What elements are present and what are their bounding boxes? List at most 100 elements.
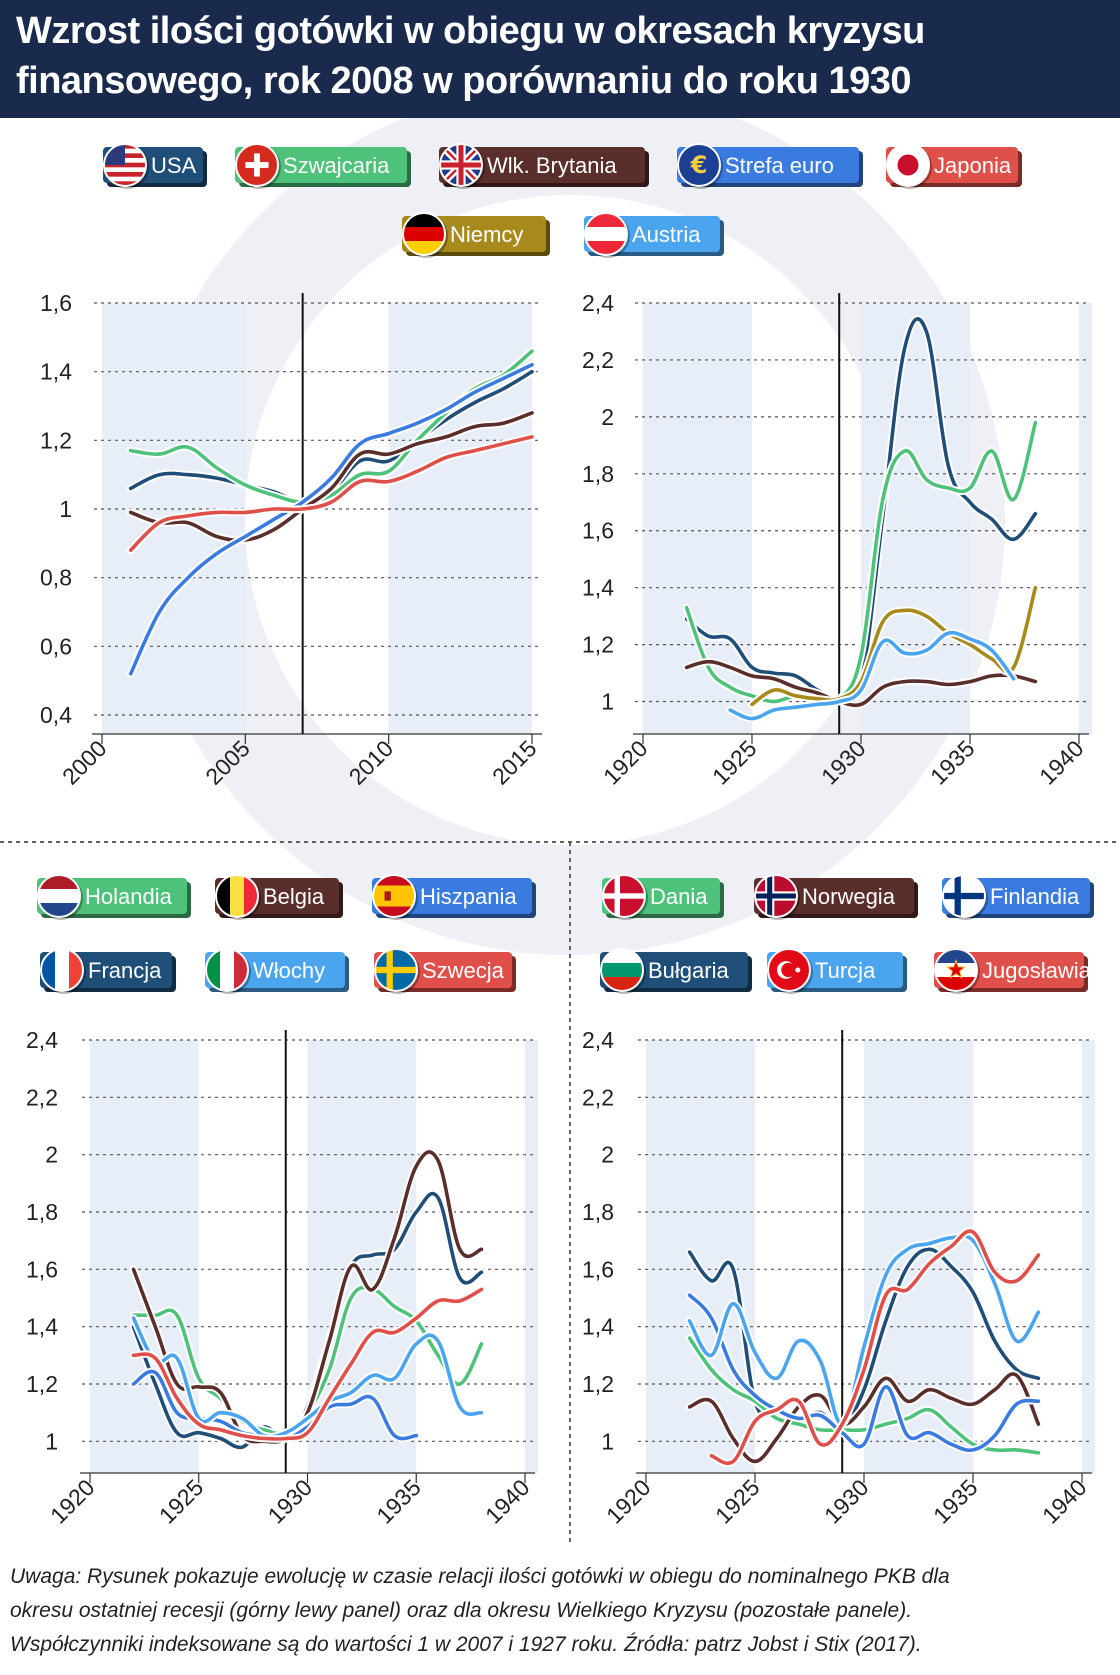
y-tick-label: 1,4 [40,359,72,385]
x-tick-label: 1920 [45,1474,100,1529]
x-tick-label: 1940 [480,1474,535,1529]
flag-sweden-icon [375,949,417,991]
legend-label: Finlandia [990,884,1080,909]
legend-item-szwajcaria: Szwajcaria [235,143,411,189]
series-szwecja [129,1285,486,1443]
y-tick-label: 1,2 [582,632,614,658]
legend-label: Belgia [263,884,325,909]
x-tick-label: 1925 [707,735,762,790]
legend-item-swatch [677,147,859,183]
flag-usa-icon [104,144,146,186]
legend-item-norwegia: Norwegia [754,874,918,920]
flag-finland-icon [943,875,985,917]
shaded-band-2 [525,1040,539,1473]
series-jugoslawia [707,1227,1043,1467]
footnote-line-2: okresu ostatniej recesji (górny lewy pan… [10,1599,913,1622]
series-line [131,1316,484,1439]
y-tick-label: 0,4 [40,702,72,728]
charts-canvas: USA Szwajcaria Wlk. Brytania € Strefa euro Ja… [0,118,1120,1545]
legend-label: Austria [632,222,701,247]
flag-uk-icon [440,144,482,186]
series-line [128,363,534,676]
legend-label: Wlk. Brytania [487,153,617,178]
legend-panel-bottom-left: Holandia Belgia Hiszpania Francja Włochy Szwe… [37,874,536,994]
x-tick-label: 1940 [1037,1474,1092,1529]
flag-norway-icon [755,875,797,917]
footnote-line-3: Współczynniki indeksowane są do wartości… [10,1633,922,1656]
y-tick-label: 2,2 [26,1084,58,1110]
y-tick-label: 1,6 [40,290,72,316]
series-line [750,585,1038,707]
y-tick-label: 2 [601,404,614,430]
y-tick-label: 1,8 [582,1199,614,1225]
legend-item-hiszpania: Hiszpania [372,874,536,920]
legend-label: Niemcy [450,222,523,247]
x-tick-label: 1920 [601,1474,656,1529]
series-japonia [126,433,536,554]
series-line [709,1229,1041,1466]
legend-item-bulgaria: Bułgaria [600,948,752,994]
legend-label: Szwajcaria [283,153,390,178]
y-tick-label: 2,2 [582,347,614,373]
legend-item-niemcy: Niemcy [402,212,550,258]
flag-spain-icon [373,875,415,917]
legend-item-holandia: Holandia [37,874,191,920]
series-line [684,420,1038,704]
series-strefa-euro [126,361,536,678]
y-tick-label: 2,4 [26,1027,58,1053]
legend-label: Japonia [934,153,1012,178]
y-tick-label: 2,4 [582,290,614,316]
series-line [131,1287,484,1441]
legend-item-strefa-euro: € Strefa euro [677,143,863,189]
legend-label: Turcja [815,958,876,983]
series-line [687,1234,1041,1426]
legend-label: Jugosławia [982,958,1092,983]
chart-panel-1920-1940-c: 1 1,2 1,4 1,6 1,8 2 2,2 2,4 1920 1925 1930 1935 1940 [582,1027,1096,1529]
legend-item-swatch [439,147,645,183]
y-tick-label: 1,4 [582,1314,614,1340]
y-tick-label: 1,4 [582,575,614,601]
legend-label: Bułgaria [648,958,729,983]
legend-panel-top: USA Szwajcaria Wlk. Brytania € Strefa euro Ja… [103,143,1022,258]
x-tick-label: 2000 [57,735,112,790]
series-norwegia [685,1370,1043,1466]
svg-text:€: € [690,151,708,179]
legend-label: Norwegia [802,884,896,909]
x-tick-label: 2015 [487,735,542,790]
chart-title-line-1: Wzrost ilości gotówki w obiegu w okresac… [16,10,925,52]
legend-item-belgia: Belgia [215,874,343,920]
y-tick-label: 2 [45,1142,58,1168]
y-tick-label: 1,2 [40,427,72,453]
series-wlk-brytania [682,657,1040,710]
y-tick-label: 2,2 [582,1084,614,1110]
series-szwajcaria [682,418,1040,706]
series-austria [726,628,1018,723]
legend-item-austria: Austria [584,212,724,258]
y-tick-label: 1,8 [582,461,614,487]
legend-item-swatch [235,147,407,183]
series-line [131,1150,484,1444]
series-turcja [685,1232,1043,1428]
legend-label: Szwecja [422,958,505,983]
legend-item-szwecja: Szwecja [374,948,516,994]
series-line [728,630,1016,721]
y-tick-label: 1 [601,689,614,715]
legend-item-francja: Francja [40,948,176,994]
x-tick-label: 1935 [371,1474,426,1529]
shaded-band-2 [1082,1040,1096,1473]
flag-denmark-icon [603,875,645,917]
legend-label: Dania [650,884,708,909]
series-line [687,1372,1041,1464]
x-tick-label: 1935 [928,1474,983,1529]
footnote-line-1: Uwaga: Rysunek pokazuje ewolucję w czasi… [10,1565,950,1588]
x-tick-label: 1930 [262,1474,317,1529]
x-tick-label: 1925 [154,1474,209,1529]
y-tick-label: 1,6 [582,518,614,544]
series-line [128,435,534,552]
legend-label: Włochy [253,958,325,983]
legend-item-jugoslawia: Jugosławia [934,948,1092,994]
y-tick-label: 1,4 [26,1314,58,1340]
legend-item-wlk-brytania: Wlk. Brytania [439,143,649,189]
